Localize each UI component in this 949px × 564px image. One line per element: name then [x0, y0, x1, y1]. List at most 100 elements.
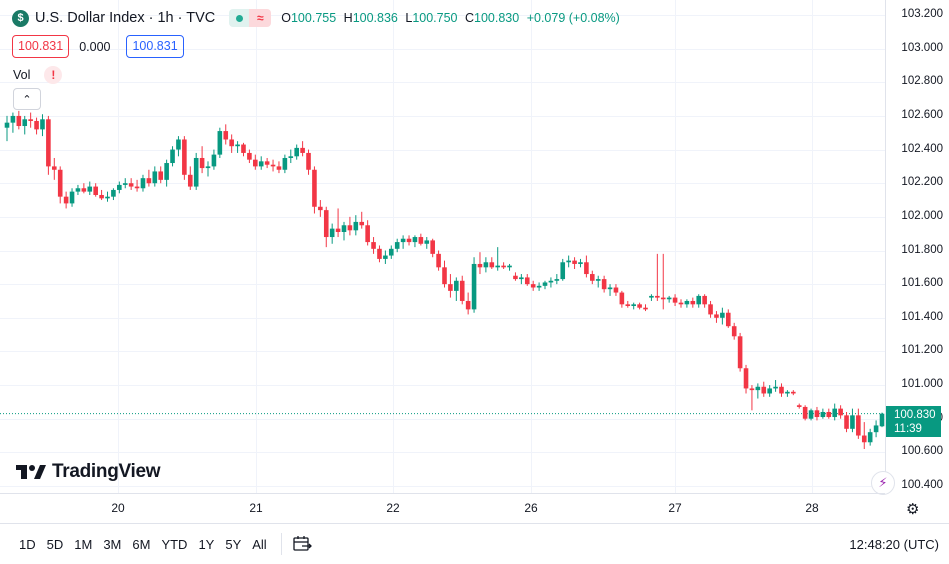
candle[interactable] — [170, 146, 175, 167]
candle[interactable] — [820, 408, 826, 419]
candle[interactable] — [708, 300, 713, 318]
candle[interactable] — [40, 114, 45, 137]
candle[interactable] — [560, 258, 566, 281]
candle[interactable] — [655, 253, 660, 301]
candle[interactable] — [785, 390, 790, 397]
range-button-ytd[interactable]: YTD — [161, 536, 188, 552]
candle[interactable] — [211, 149, 217, 170]
candle[interactable] — [448, 274, 453, 298]
candle[interactable] — [666, 295, 672, 303]
candle[interactable] — [424, 237, 430, 249]
candle[interactable] — [773, 380, 778, 392]
warning-icon[interactable]: ! — [44, 66, 63, 84]
candle[interactable] — [28, 112, 33, 128]
candle[interactable] — [199, 146, 205, 174]
candle[interactable] — [702, 294, 707, 308]
candle[interactable] — [548, 277, 554, 288]
candle[interactable] — [182, 136, 187, 180]
range-button-5y[interactable]: 5Y — [225, 536, 242, 552]
candle[interactable] — [430, 238, 435, 258]
candle[interactable] — [625, 300, 631, 308]
candle[interactable] — [57, 166, 63, 204]
candle[interactable] — [578, 258, 583, 268]
collapse-legend-button[interactable]: ⌃ — [13, 88, 41, 110]
candle[interactable] — [412, 235, 418, 248]
candle[interactable] — [341, 221, 347, 241]
candle[interactable] — [442, 260, 447, 288]
chart-pane[interactable] — [0, 0, 885, 493]
candle[interactable] — [465, 292, 471, 315]
candle[interactable] — [111, 188, 116, 201]
candle[interactable] — [318, 200, 323, 217]
candle[interactable] — [81, 183, 87, 194]
candle[interactable] — [63, 191, 69, 209]
candle[interactable] — [253, 154, 258, 170]
candle[interactable] — [542, 280, 548, 290]
candle[interactable] — [436, 250, 441, 271]
range-button-1m[interactable]: 1M — [74, 536, 93, 552]
candle[interactable] — [808, 408, 814, 421]
candle[interactable] — [867, 428, 873, 446]
candle[interactable] — [235, 141, 240, 153]
candle[interactable] — [134, 179, 140, 192]
candle[interactable] — [832, 403, 838, 421]
candle[interactable] — [601, 275, 607, 293]
candle[interactable] — [164, 159, 169, 187]
candle[interactable] — [613, 284, 619, 296]
candle[interactable] — [10, 112, 16, 133]
candle[interactable] — [590, 270, 595, 285]
candle[interactable] — [643, 304, 648, 312]
candle[interactable] — [690, 297, 696, 308]
candle[interactable] — [566, 255, 571, 268]
candle[interactable] — [46, 115, 51, 175]
candle[interactable] — [187, 166, 193, 190]
candle[interactable] — [217, 127, 223, 158]
calendar-range-icon[interactable] — [292, 535, 312, 553]
candle[interactable] — [329, 223, 335, 244]
candle[interactable] — [749, 385, 755, 411]
candle[interactable] — [850, 408, 855, 433]
candle[interactable] — [158, 166, 164, 184]
candle[interactable] — [152, 166, 158, 187]
gear-icon[interactable]: ⚙ — [906, 501, 920, 518]
candle[interactable] — [637, 302, 642, 310]
candle[interactable] — [4, 115, 10, 142]
candle[interactable] — [388, 245, 394, 259]
candle[interactable] — [477, 252, 483, 275]
candle[interactable] — [247, 149, 252, 164]
candle[interactable] — [258, 156, 264, 170]
candle[interactable] — [383, 250, 388, 264]
candle[interactable] — [720, 307, 725, 325]
candle[interactable] — [743, 364, 749, 394]
candle[interactable] — [276, 161, 282, 174]
candle[interactable] — [300, 141, 305, 157]
candle[interactable] — [288, 149, 294, 164]
candle[interactable] — [16, 110, 22, 130]
candle[interactable] — [223, 124, 229, 145]
candle[interactable] — [306, 149, 311, 175]
candle[interactable] — [365, 220, 370, 246]
candle[interactable] — [761, 381, 767, 397]
candle[interactable] — [418, 233, 424, 246]
candle[interactable] — [678, 299, 684, 308]
candle[interactable] — [536, 282, 542, 291]
market-status-pill[interactable]: ≈ — [229, 9, 272, 27]
candle[interactable] — [75, 184, 81, 195]
candle[interactable] — [826, 408, 832, 419]
candle[interactable] — [501, 262, 506, 270]
candle[interactable] — [406, 235, 412, 246]
candle[interactable] — [660, 253, 666, 310]
candle[interactable] — [229, 134, 234, 153]
candle[interactable] — [122, 178, 128, 189]
sell-button[interactable]: 100.831 — [12, 35, 70, 58]
candle[interactable] — [814, 406, 820, 421]
candle[interactable] — [507, 263, 512, 271]
candle[interactable] — [696, 294, 702, 308]
candle[interactable] — [619, 290, 625, 308]
candle[interactable] — [649, 294, 654, 301]
candle[interactable] — [264, 157, 270, 169]
candlestick-chart[interactable] — [0, 0, 885, 493]
volume-label[interactable]: Vol — [13, 68, 31, 82]
time-axis[interactable]: 20 21 22 26 27 28 — [0, 493, 885, 524]
candle[interactable] — [270, 159, 276, 172]
